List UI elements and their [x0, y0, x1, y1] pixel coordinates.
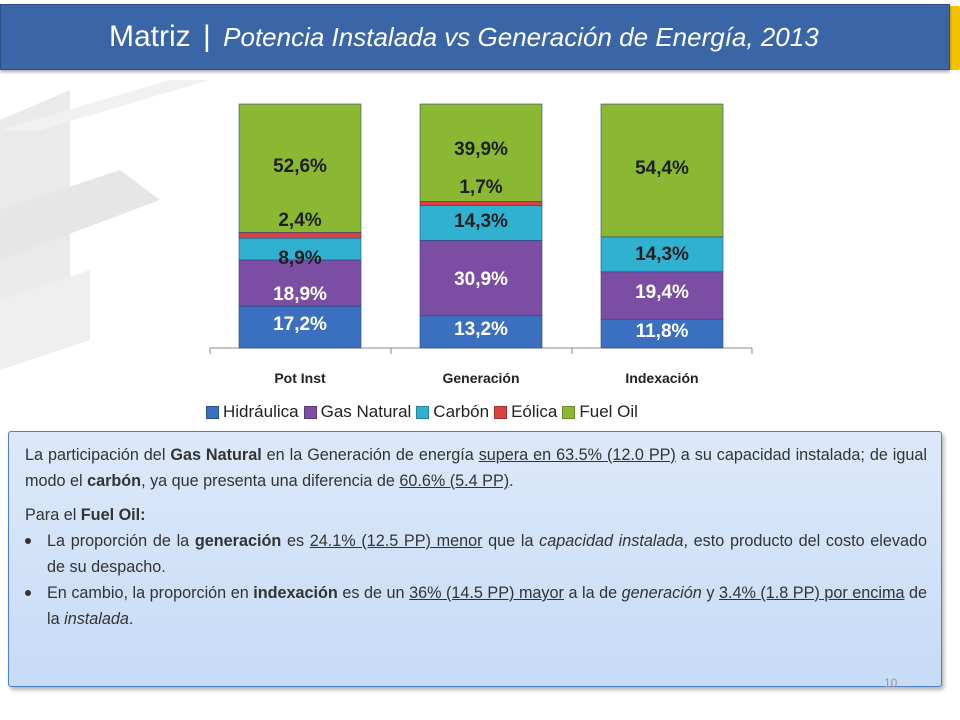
bar-segment-hidráulica-0 [238, 305, 362, 349]
data-label-fuel-oil-1: 39,9% [454, 139, 508, 160]
legend-item-gas-natural: Gas Natural [303, 402, 412, 422]
text-segment: Para el [25, 506, 81, 524]
text-italic-instalada: instalada [64, 610, 129, 628]
data-label-carbón-0: 8,9% [278, 248, 321, 269]
data-label-gas-natural-0: 18,9% [273, 284, 327, 305]
bar-segment-gas-natural-2 [600, 271, 724, 320]
bar-segment-fuel-oil-2 [600, 103, 724, 238]
legend-item-hidráulica: Hidráulica [206, 402, 299, 422]
legend-swatch [416, 405, 430, 419]
text-segment: . [128, 610, 134, 628]
text-italic-generacion: generación [621, 584, 702, 602]
data-label-hidráulica-0: 17,2% [273, 314, 327, 335]
bar-segment-carbón-1 [419, 205, 543, 241]
title-subtitle: Potencia Instalada vs Generación de Ener… [223, 22, 819, 52]
bar-segment-hidráulica-1 [419, 315, 543, 349]
data-label-eólica-1: 1,7% [459, 177, 502, 198]
fuel-oil-bullets: La proporción de la generación es 24.1% … [25, 528, 927, 632]
text-segment: La proporción de la [47, 532, 195, 550]
bar-segment-gas-natural-1 [419, 240, 543, 317]
text-italic-capacidad: capacidad instalada [539, 532, 684, 550]
legend-swatch [494, 405, 508, 419]
category-label-0: Pot Inst [274, 370, 326, 386]
legend-label: Carbón [433, 402, 490, 421]
text-bold-fuel-oil: Fuel Oil: [80, 506, 146, 524]
legend-label: Eólica [511, 402, 558, 421]
bar-segment-eólica-0 [238, 232, 362, 239]
text-underlined-carbon-diff: 60.6% (5.4 PP) [399, 472, 510, 490]
data-label-eólica-0: 2,4% [278, 210, 321, 231]
bar-segment-carbón-2 [600, 236, 724, 273]
bar-segment-gas-natural-0 [238, 259, 362, 307]
text-segment: y [701, 584, 719, 602]
paragraph-fuel-oil-intro: Para el Fuel Oil: [25, 502, 927, 528]
text-segment: es de un [337, 584, 410, 602]
text-underlined-indexation-diff: 36% (14.5 PP) mayor [409, 584, 564, 602]
text-bold-gas-natural: Gas Natural [170, 446, 262, 464]
text-bold-indexacion: indexación [253, 584, 338, 602]
data-label-fuel-oil-2: 54,4% [635, 158, 689, 179]
data-label-hidráulica-2: 11,8% [636, 321, 689, 342]
legend-item-fuel-oil: Fuel Oil [562, 402, 638, 422]
stacked-bar-chart: 17,2% 18,9% 8,9% 2,4% 52,6% Pot Inst 13,2% 30,9… [209, 103, 753, 386]
data-label-carbón-1: 14,3% [454, 211, 508, 232]
data-label-fuel-oil-0: 52,6% [273, 156, 327, 177]
text-segment: es [281, 532, 310, 550]
legend-label: Hidráulica [223, 402, 299, 421]
legend-label: Fuel Oil [579, 402, 638, 421]
legend-swatch [303, 405, 317, 419]
analysis-text-box: La participación del Gas Natural en la G… [8, 431, 942, 687]
chart-legend: Hidráulica Gas Natural Carbón Eólica Fuel Oi… [206, 402, 643, 422]
data-label-carbón-2: 14,3% [635, 244, 689, 265]
text-bold-generacion: generación [194, 532, 282, 550]
category-label-1: Generación [442, 370, 519, 386]
title-separator: | [203, 20, 211, 53]
legend-item-carbón: Carbón [416, 402, 489, 422]
category-label-2: Indexación [625, 370, 698, 386]
legend-item-eólica: Eólica [494, 402, 557, 422]
legend-label: Gas Natural [320, 402, 412, 421]
title-bar: Matriz | Potencia Instalada vs Generació… [0, 4, 950, 70]
text-bold-carbon: carbón [87, 472, 142, 490]
text-segment: . [509, 472, 514, 490]
text-underlined-gas-diff: supera en 63.5% (12.0 PP) [478, 446, 676, 464]
page-number: 10 [884, 676, 898, 690]
legend-swatch [562, 405, 576, 419]
data-label-gas-natural-2: 19,4% [635, 282, 689, 303]
text-segment: de la [47, 584, 927, 628]
text-segment: , ya que presenta una diferencia de [141, 472, 400, 490]
text-underlined-installed-diff: 3.4% (1.8 PP) por encima [718, 584, 905, 602]
bar-segment-fuel-oil-0 [238, 103, 362, 233]
bullet-indexation: En cambio, la proporción en indexación e… [25, 580, 927, 632]
text-segment: en la Generación de energía [261, 446, 479, 464]
text-segment: , esto producto del costo elevado de su … [47, 532, 928, 576]
page-title: Matriz | Potencia Instalada vs Generació… [109, 5, 819, 69]
text-segment: a la de [563, 584, 622, 602]
bar-segment-hidráulica-2 [600, 318, 724, 349]
bullet-generation: La proporción de la generación es 24.1% … [25, 528, 928, 580]
bar-segment-fuel-oil-1 [419, 103, 543, 202]
legend-swatch [206, 405, 219, 419]
data-label-gas-natural-1: 30,9% [454, 269, 508, 290]
paragraph-gas-carbon: La participación del Gas Natural en la G… [25, 442, 927, 494]
bar-segment-eólica-1 [419, 201, 543, 206]
text-segment: En cambio, la proporción en [47, 584, 254, 602]
text-segment: que la [482, 532, 540, 550]
data-label-hidráulica-1: 13,2% [454, 319, 508, 340]
text-segment: a su capacidad instalada; de igual modo … [25, 446, 927, 490]
title-main: Matriz [109, 20, 191, 53]
text-underlined-generation-diff: 24.1% (12.5 PP) menor [309, 532, 483, 550]
text-segment: La participación del [25, 446, 171, 464]
